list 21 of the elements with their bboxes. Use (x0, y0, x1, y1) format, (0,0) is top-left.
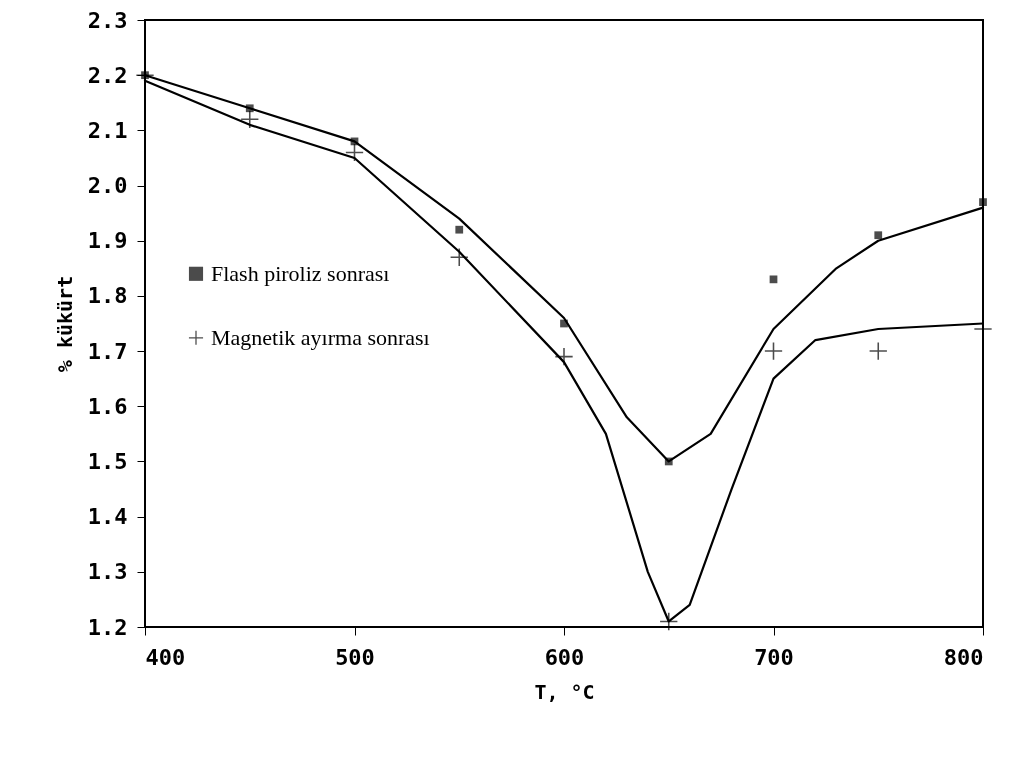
legend-label: Flash piroliz sonrası (211, 260, 390, 286)
legend-label: Magnetik ayırma sonrası (211, 324, 430, 350)
x-tick-label: 800 (943, 644, 984, 670)
x-tick-label: 700 (754, 644, 794, 670)
y-tick-label: 1.9 (87, 228, 128, 254)
y-tick-label: 2.2 (87, 62, 128, 88)
y-tick-label: 2.1 (87, 117, 128, 143)
y-axis-title: % kükürt (52, 275, 77, 373)
x-tick-label: 500 (335, 644, 375, 670)
x-tick-label: 400 (145, 644, 186, 670)
y-tick-label: 2.3 (87, 7, 128, 33)
x-axis-title: T, °C (534, 679, 595, 704)
y-tick-label: 1.5 (87, 448, 128, 474)
y-tick-label: 1.2 (87, 614, 128, 640)
y-tick-label: 1.7 (87, 338, 128, 364)
y-tick-label: 2.0 (87, 173, 128, 199)
y-tick-label: 1.3 (87, 559, 128, 585)
y-tick-label: 1.6 (87, 393, 128, 419)
x-tick-label: 600 (544, 644, 585, 670)
y-tick-label: 1.4 (87, 504, 128, 530)
y-tick-label: 1.8 (87, 283, 128, 309)
